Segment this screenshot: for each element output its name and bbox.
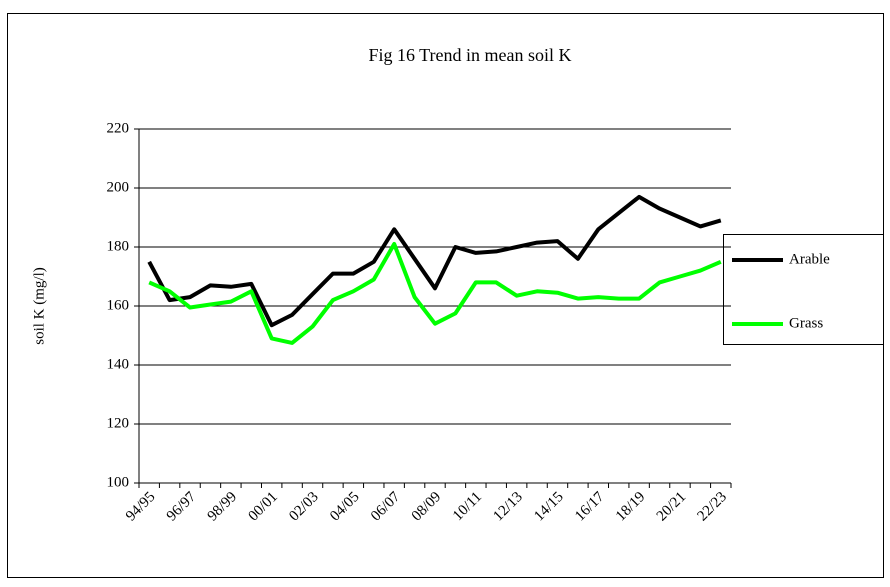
y-tick-label: 200 [107,179,130,195]
legend-label: Arable [789,251,830,267]
y-tick-label: 160 [107,297,130,313]
y-tick-label: 100 [107,474,130,490]
line-series [148,242,722,345]
y-tick-label: 140 [107,356,130,372]
line-series [147,194,722,328]
chart-title: Fig 16 Trend in mean soil K [368,45,571,65]
y-tick-label: 180 [107,238,130,254]
y-tick-label: 120 [107,415,130,431]
legend-box [723,234,884,345]
y-axis-label: soil K (mg/l) [31,267,47,345]
legend-label: Grass [789,315,823,331]
y-tick-label: 220 [107,120,130,136]
